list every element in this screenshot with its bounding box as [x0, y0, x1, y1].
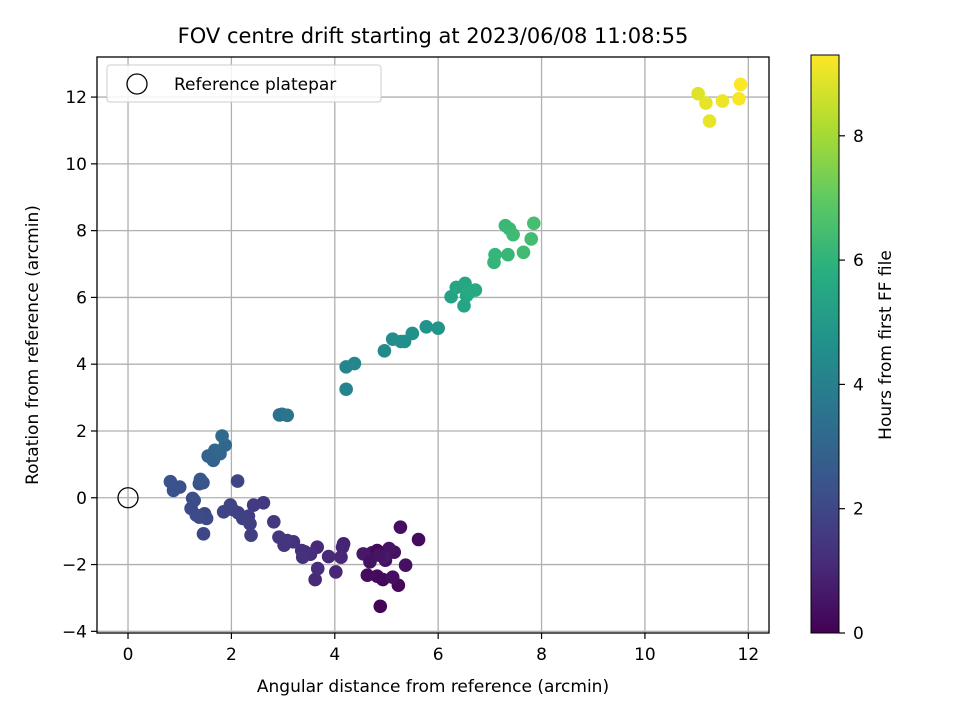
y-tick-label: 2 [76, 422, 87, 442]
colorbar-tick-label: 2 [853, 500, 864, 520]
data-point [347, 356, 362, 371]
y-tick-label: 8 [76, 222, 87, 242]
data-point [501, 247, 515, 262]
grid-lines [97, 57, 769, 633]
colorbar-tick-label: 6 [853, 251, 864, 271]
data-point [393, 520, 408, 534]
reference-platepar-marker [117, 487, 139, 509]
plot-area-frame [96, 56, 770, 634]
y-tick-label: 10 [65, 155, 87, 175]
colorbar-tick-label: 4 [853, 375, 864, 395]
scatter-points [163, 77, 748, 614]
data-point [419, 320, 434, 334]
data-point [230, 474, 245, 488]
data-point [370, 569, 384, 584]
data-point [405, 326, 420, 341]
data-point [699, 96, 713, 110]
data-point [272, 530, 286, 544]
data-point [308, 572, 322, 587]
legend: Reference platepar [106, 64, 382, 103]
colorbar-tick-label: 8 [853, 127, 864, 147]
y-axis-ticks: −4 −2 0 2 4 6 8 10 12 [62, 88, 97, 642]
data-point [373, 599, 388, 614]
chart-title: FOV centre drift starting at 2023/06/08 … [178, 24, 689, 48]
data-point [516, 245, 531, 260]
data-point [398, 558, 413, 573]
x-tick-label: 10 [634, 645, 656, 665]
y-tick-label: 4 [76, 355, 87, 375]
data-point [295, 550, 310, 565]
y-tick-label: −2 [62, 556, 87, 576]
data-point [524, 232, 539, 246]
data-point [334, 550, 348, 565]
data-point [527, 216, 541, 231]
data-point [321, 549, 336, 564]
data-point [431, 321, 445, 335]
y-tick-label: 6 [76, 288, 87, 308]
colorbar-label: Hours from first FF file [876, 250, 896, 440]
data-point [193, 472, 208, 487]
data-point [377, 344, 392, 358]
legend-reference-marker [126, 73, 148, 95]
x-tick-label: 12 [738, 645, 760, 665]
data-point [360, 568, 375, 583]
y-axis-label: Rotation from reference (arcmin) [23, 205, 43, 485]
colorbar [810, 54, 840, 634]
data-point [385, 570, 400, 585]
y-tick-label: 0 [76, 489, 87, 509]
data-point [163, 474, 178, 489]
data-point [215, 429, 229, 443]
data-point [280, 408, 295, 423]
x-tick-label: 4 [329, 645, 340, 665]
data-point [715, 94, 730, 108]
y-tick-label: 12 [65, 88, 87, 108]
data-point [244, 528, 258, 542]
legend-box [106, 64, 382, 103]
data-point [196, 527, 211, 541]
data-point [732, 91, 746, 106]
data-point [468, 283, 483, 297]
data-point [216, 504, 231, 519]
reference-marker-layer [117, 487, 139, 509]
colorbar-ticks: 0 2 4 6 8 [839, 127, 864, 644]
data-point [506, 227, 520, 242]
data-point [246, 498, 261, 512]
y-tick-label: −4 [62, 622, 87, 642]
data-point [733, 77, 748, 92]
data-point [185, 491, 200, 506]
data-point [310, 561, 325, 576]
x-axis-ticks: 0 2 4 6 8 10 12 [123, 633, 760, 665]
x-axis-label: Angular distance from reference (arcmin) [257, 677, 609, 697]
x-tick-label: 8 [536, 645, 547, 665]
data-point [339, 382, 353, 397]
data-point [363, 555, 377, 569]
x-tick-label: 0 [123, 645, 134, 665]
data-point [335, 540, 350, 554]
x-tick-label: 2 [226, 645, 237, 665]
data-point [702, 114, 717, 128]
data-point [266, 515, 281, 529]
colorbar-tick-label: 0 [853, 624, 864, 644]
data-point [488, 247, 502, 262]
legend-entry-label: Reference platepar [174, 75, 336, 95]
data-point [411, 532, 426, 547]
data-point [691, 86, 705, 101]
data-point [329, 565, 343, 579]
x-tick-label: 6 [433, 645, 444, 665]
